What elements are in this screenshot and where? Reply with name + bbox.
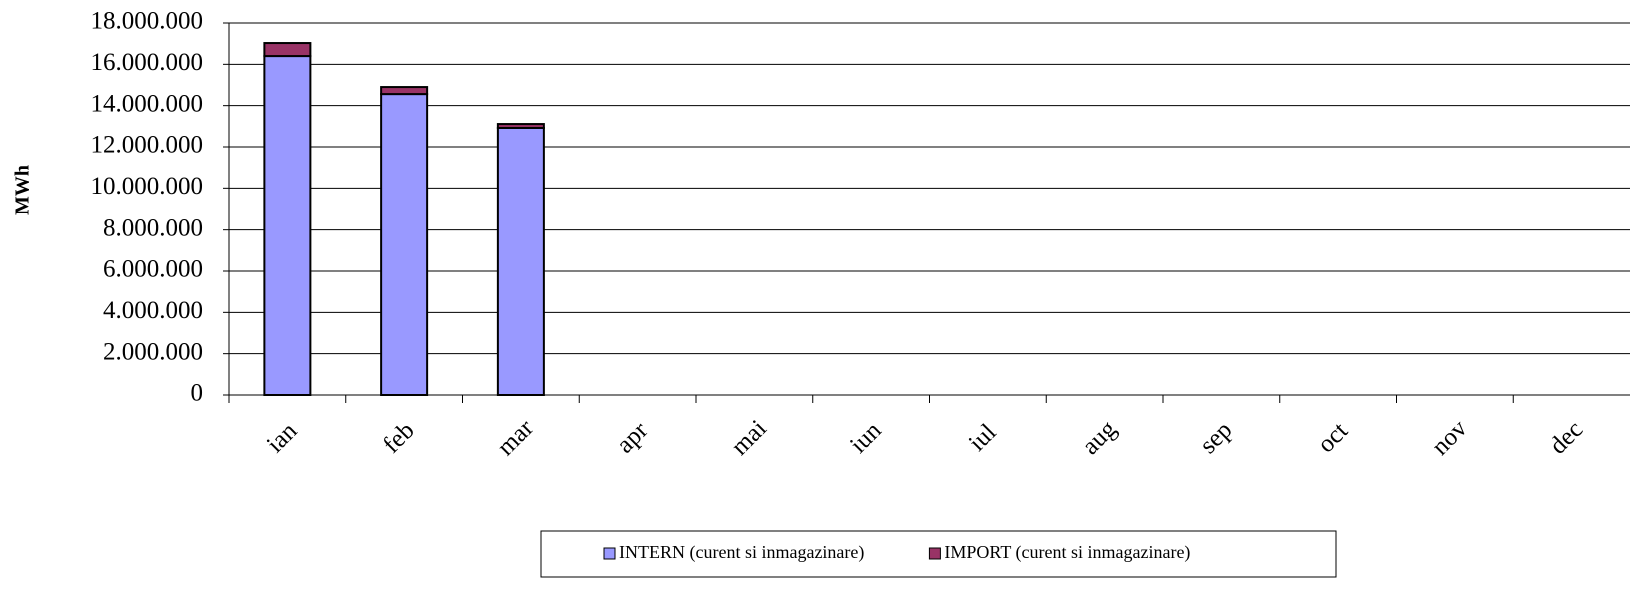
bar-segment bbox=[496, 123, 545, 129]
x-tick-label: nov bbox=[1427, 415, 1473, 461]
legend-label: INTERN (curent si inmagazinare) bbox=[619, 542, 864, 563]
x-tick-label: feb bbox=[378, 417, 420, 459]
y-tick-label: 18.000.000 bbox=[91, 8, 204, 35]
bar-segment bbox=[380, 86, 429, 96]
y-tick-label: 12.000.000 bbox=[91, 132, 204, 159]
y-tick-label: 6.000.000 bbox=[103, 256, 203, 283]
legend-swatch bbox=[603, 547, 616, 560]
y-axis-label: MWh bbox=[12, 165, 34, 215]
x-tick-label: oct bbox=[1313, 417, 1354, 458]
y-tick-label: 4.000.000 bbox=[103, 297, 203, 324]
bar-segment bbox=[263, 42, 312, 58]
x-tick-label: dec bbox=[1545, 416, 1589, 460]
x-tick-label: sep bbox=[1195, 416, 1238, 459]
y-tick-label: 2.000.000 bbox=[103, 338, 203, 365]
x-tick-label: iun bbox=[845, 417, 887, 459]
x-tick-label: aug bbox=[1077, 415, 1122, 460]
bar-segment bbox=[496, 126, 545, 396]
y-tick-label: 0 bbox=[191, 380, 204, 407]
y-tick-label: 16.000.000 bbox=[91, 49, 204, 76]
legend-label: IMPORT (curent si inmagazinare) bbox=[944, 542, 1190, 563]
x-tick-label: apr bbox=[612, 416, 654, 458]
x-tick-label: mai bbox=[726, 415, 772, 461]
bar-segment bbox=[263, 55, 312, 396]
x-tick-label: iul bbox=[964, 419, 1002, 457]
legend-swatch bbox=[928, 547, 941, 560]
bar-segment bbox=[380, 93, 429, 397]
y-tick-label: 14.000.000 bbox=[91, 90, 204, 117]
y-tick-label: 10.000.000 bbox=[91, 173, 204, 200]
x-tick-label: mar bbox=[492, 414, 539, 461]
y-tick-label: 8.000.000 bbox=[103, 214, 203, 241]
x-tick-label: ian bbox=[262, 417, 303, 458]
